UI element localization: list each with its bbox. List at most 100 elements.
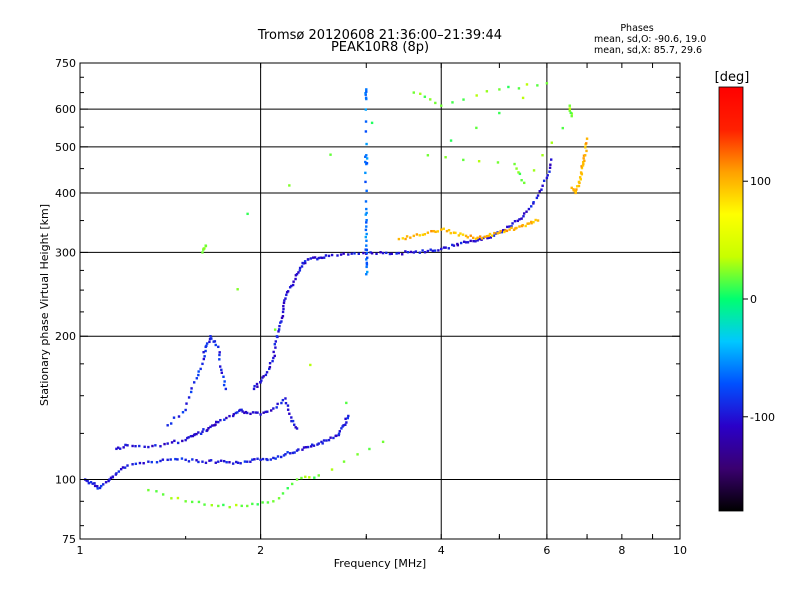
data-point [187,460,191,463]
data-point [89,481,93,484]
y-tick-label: 400 [55,187,76,200]
data-point [155,461,159,464]
data-point [568,109,571,112]
data-point [282,304,285,308]
data-point [272,456,275,460]
data-point [197,370,200,373]
data-point [260,379,263,382]
data-point [166,458,169,462]
data-point [350,252,353,255]
data-point [243,411,246,415]
data-point [218,358,221,361]
data-point [272,350,275,354]
data-point [325,439,328,442]
data-point [536,84,539,87]
data-point [262,375,265,378]
data-point [290,419,293,423]
data-point [280,401,283,405]
data-point [583,159,586,163]
data-point [223,418,226,421]
data-point [204,349,207,353]
data-point [445,229,449,233]
x-tick-label: 10 [673,544,687,557]
data-point [235,503,238,507]
colorbar-tick-label: -100 [750,411,775,424]
data-point [530,205,533,208]
data-point [223,459,226,463]
data-point [365,218,368,222]
data-point [286,408,290,411]
data-point [170,497,173,500]
data-point [195,432,198,436]
data-point [142,462,145,465]
data-point [295,449,299,452]
data-point [332,436,335,440]
data-point [568,107,572,110]
data-point [507,85,510,89]
data-point [364,235,368,239]
data-point [469,234,472,237]
data-point [246,504,249,508]
data-point [184,458,187,462]
data-point [570,186,573,190]
data-point [190,387,193,390]
data-point [437,249,440,252]
data-point [364,228,368,232]
data-point [364,155,367,158]
data-point [304,475,307,479]
data-point [185,402,188,405]
data-point [578,176,582,179]
data-point [482,236,485,240]
data-point [124,443,127,447]
data-point [291,283,295,287]
data-point [486,236,489,240]
data-point [202,357,206,361]
x-axis-label: Frequency [MHz] [334,557,426,570]
data-point [487,234,490,238]
data-point [442,246,446,249]
data-point [288,412,291,415]
data-point [222,383,226,387]
phase-stats-header: Phases [620,23,653,34]
data-point [225,461,228,464]
data-point [459,241,463,245]
data-point [513,162,516,166]
data-point [338,430,341,433]
data-point [327,254,331,258]
data-point [527,222,531,225]
data-point [345,401,348,405]
data-point [255,382,259,386]
data-point [201,362,204,366]
data-point [269,458,272,461]
data-point [456,243,460,247]
data-point [239,408,242,412]
data-point [302,446,306,449]
data-point [166,424,169,427]
data-point [375,252,378,256]
data-point [268,365,272,369]
y-tick-label: 100 [55,474,76,487]
data-point [205,342,209,345]
data-point [522,215,525,218]
data-point [365,261,369,265]
data-point [585,149,588,153]
data-point [228,505,231,509]
data-point [356,453,359,456]
data-point [549,158,553,161]
data-point [147,460,150,463]
data-point [365,189,368,193]
x-tick-label: 1 [77,544,84,557]
data-point [381,251,385,255]
colorbar-ticks: 100 0 -100 [743,175,775,424]
data-point [368,447,371,451]
data-point [290,416,293,419]
data-point [457,234,461,237]
data-point [279,455,283,459]
data-point [180,457,184,460]
data-point [526,222,529,225]
data-point [107,479,110,483]
data-point [462,158,465,162]
data-point [222,375,225,378]
data-point [251,502,254,506]
data-point [317,474,320,477]
